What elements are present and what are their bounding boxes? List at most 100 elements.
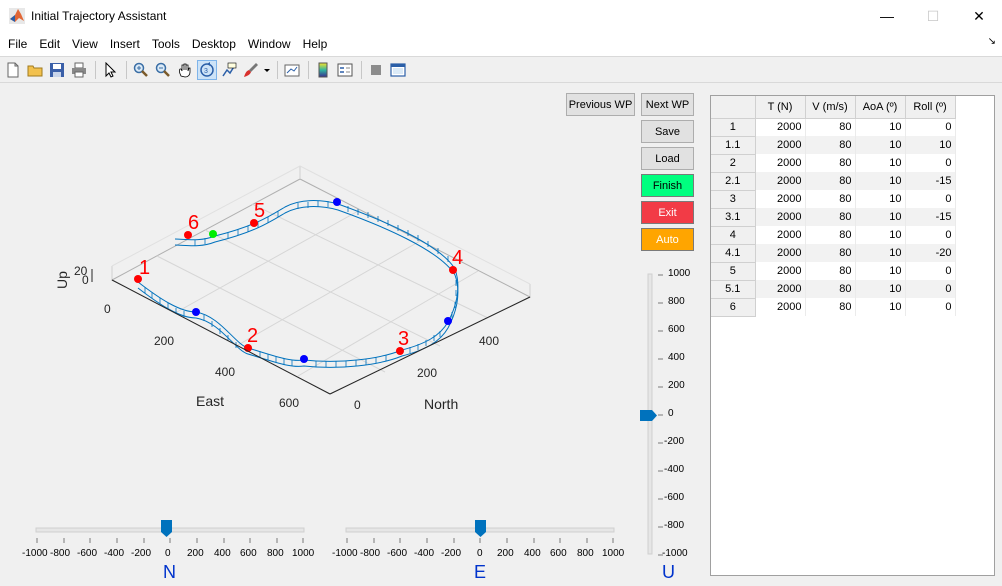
waypoint-5-marker[interactable]: [250, 219, 258, 227]
hide-plot-tools-icon[interactable]: [366, 60, 386, 80]
table-cell[interactable]: 2000: [755, 298, 806, 316]
link-plot-icon[interactable]: [282, 60, 302, 80]
e-slider-thumb[interactable]: [475, 520, 486, 537]
rotate-3d-icon[interactable]: 3: [197, 59, 217, 80]
table-cell[interactable]: 0: [905, 226, 956, 244]
table-cell[interactable]: 10: [855, 172, 906, 190]
table-cell[interactable]: 2000: [755, 280, 806, 298]
next-wp-button[interactable]: Next WP: [641, 93, 694, 116]
intermediate-point-marker[interactable]: [444, 317, 452, 325]
table-cell[interactable]: 10: [855, 208, 906, 226]
table-cell[interactable]: -15: [905, 172, 956, 190]
load-button[interactable]: Load: [641, 147, 694, 170]
intermediate-point-marker[interactable]: [333, 198, 341, 206]
table-cell[interactable]: 10: [855, 118, 906, 136]
save-icon[interactable]: [47, 60, 67, 80]
table-cell[interactable]: 2000: [755, 244, 806, 262]
intermediate-point-marker[interactable]: [192, 308, 200, 316]
e-slider[interactable]: [345, 520, 615, 543]
new-file-icon[interactable]: [3, 60, 23, 80]
pointer-icon[interactable]: [100, 60, 120, 80]
waypoint-3-marker[interactable]: [396, 347, 404, 355]
menu-help[interactable]: Help: [302, 37, 328, 51]
column-header-roll[interactable]: Roll (º): [905, 96, 956, 119]
table-cell[interactable]: 2000: [755, 136, 806, 154]
table-cell[interactable]: 2000: [755, 118, 806, 136]
show-plot-tools-icon[interactable]: [388, 60, 408, 80]
close-button[interactable]: ✕: [973, 7, 985, 24]
column-header-thrust[interactable]: T (N): [755, 96, 806, 119]
table-cell[interactable]: 10: [855, 244, 906, 262]
print-icon[interactable]: [69, 60, 89, 80]
zoom-out-icon[interactable]: [153, 60, 173, 80]
table-cell[interactable]: 10: [855, 136, 906, 154]
dropdown-arrow-icon[interactable]: [263, 60, 271, 80]
table-cell[interactable]: 2000: [755, 154, 806, 172]
table-cell[interactable]: 10: [855, 298, 906, 316]
table-cell[interactable]: 80: [805, 118, 856, 136]
table-cell[interactable]: 80: [805, 154, 856, 172]
table-cell[interactable]: 2000: [755, 226, 806, 244]
legend-icon[interactable]: [335, 60, 355, 80]
table-cell[interactable]: 80: [805, 172, 856, 190]
exit-button[interactable]: Exit: [641, 201, 694, 224]
finish-button[interactable]: Finish: [641, 174, 694, 197]
table-cell[interactable]: 80: [805, 226, 856, 244]
table-cell[interactable]: 10: [855, 190, 906, 208]
menu-view[interactable]: View: [72, 37, 98, 51]
table-cell[interactable]: 0: [905, 280, 956, 298]
brush-icon[interactable]: [241, 60, 261, 80]
table-cell[interactable]: 80: [805, 208, 856, 226]
table-cell[interactable]: 10: [905, 136, 956, 154]
table-cell[interactable]: 80: [805, 298, 856, 316]
waypoint-table[interactable]: T (N) V (m/s) AoA (º) Roll (º) 1 2000 80…: [710, 95, 995, 576]
menu-edit[interactable]: Edit: [39, 37, 61, 51]
menu-insert[interactable]: Insert: [109, 37, 140, 51]
table-cell[interactable]: 80: [805, 244, 856, 262]
undock-icon[interactable]: ↘: [987, 36, 996, 47]
waypoint-4-marker[interactable]: [449, 266, 457, 274]
table-cell[interactable]: 80: [805, 262, 856, 280]
table-cell[interactable]: -15: [905, 208, 956, 226]
column-header-velocity[interactable]: V (m/s): [805, 96, 856, 119]
table-cell[interactable]: 10: [855, 280, 906, 298]
previous-wp-button[interactable]: Previous WP: [566, 93, 635, 116]
waypoint-1-marker[interactable]: [134, 275, 142, 283]
pan-icon[interactable]: [175, 60, 195, 80]
u-slider-thumb[interactable]: [640, 410, 657, 421]
table-cell[interactable]: 2000: [755, 172, 806, 190]
table-cell[interactable]: 10: [855, 262, 906, 280]
menu-desktop[interactable]: Desktop: [191, 37, 236, 51]
open-folder-icon[interactable]: [25, 60, 45, 80]
table-cell[interactable]: 0: [905, 190, 956, 208]
waypoint-6-marker[interactable]: [184, 231, 192, 239]
save-button[interactable]: Save: [641, 120, 694, 143]
menu-file[interactable]: File: [8, 37, 28, 51]
table-cell[interactable]: 10: [855, 226, 906, 244]
data-cursor-icon[interactable]: [219, 60, 239, 80]
table-cell[interactable]: 2000: [755, 262, 806, 280]
table-cell[interactable]: 80: [805, 136, 856, 154]
table-cell[interactable]: 2000: [755, 208, 806, 226]
table-cell[interactable]: -20: [905, 244, 956, 262]
current-position-marker[interactable]: [209, 230, 217, 238]
table-cell[interactable]: 80: [805, 280, 856, 298]
n-slider[interactable]: [35, 520, 305, 543]
table-cell[interactable]: 80: [805, 190, 856, 208]
menu-window[interactable]: Window: [247, 37, 291, 51]
zoom-in-icon[interactable]: [131, 60, 151, 80]
n-slider-thumb[interactable]: [161, 520, 172, 537]
table-cell[interactable]: 2000: [755, 190, 806, 208]
intermediate-point-marker[interactable]: [300, 355, 308, 363]
table-cell[interactable]: 0: [905, 298, 956, 316]
menu-tools[interactable]: Tools: [151, 37, 180, 51]
table-cell[interactable]: 0: [905, 118, 956, 136]
column-header-aoa[interactable]: AoA (º): [855, 96, 906, 119]
minimize-button[interactable]: —: [880, 8, 894, 24]
u-slider[interactable]: [640, 273, 663, 556]
trajectory-3d-plot[interactable]: 1 2 3 4 5 6 0 200 400 600 0 200 400 20 0…: [0, 84, 700, 586]
table-cell[interactable]: 0: [905, 262, 956, 280]
maximize-button[interactable]: ☐: [926, 7, 940, 24]
table-cell[interactable]: 0: [905, 154, 956, 172]
auto-button[interactable]: Auto: [641, 228, 694, 251]
